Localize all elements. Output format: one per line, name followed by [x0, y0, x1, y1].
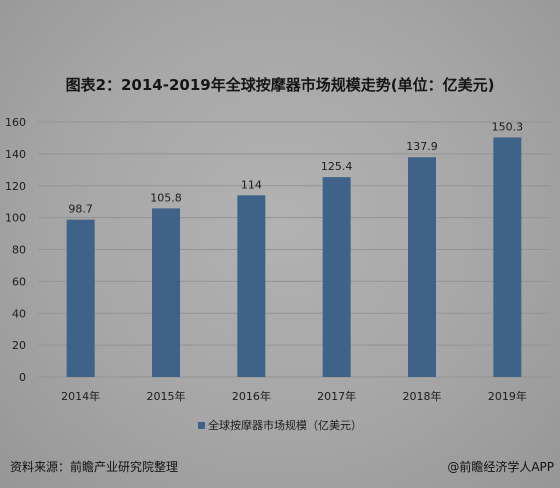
y-tick-label: 40 — [12, 307, 26, 320]
data-label: 137.9 — [406, 140, 438, 153]
x-tick-label: 2017年 — [317, 389, 356, 403]
y-tick-label: 80 — [12, 244, 26, 257]
bar — [322, 177, 351, 377]
data-label: 98.7 — [68, 203, 93, 216]
x-tick-label: 2019年 — [488, 389, 527, 403]
x-tick-label: 2016年 — [232, 389, 271, 403]
bar — [152, 208, 180, 377]
x-tick-label: 2018年 — [403, 389, 442, 403]
y-tick-label: 160 — [5, 116, 26, 129]
y-tick-label: 60 — [12, 275, 26, 288]
x-tick-label: 2015年 — [147, 389, 186, 403]
data-label: 114 — [241, 178, 262, 191]
y-tick-label: 120 — [5, 180, 26, 193]
credit-note: @前瞻经济学人APP — [447, 460, 554, 474]
y-tick-label: 20 — [12, 339, 26, 352]
bars — [66, 137, 522, 377]
legend-label: 全球按摩器市场规模（亿美元） — [208, 419, 362, 432]
bar — [408, 157, 436, 377]
legend: 全球按摩器市场规模（亿美元） — [0, 417, 560, 433]
x-tick-label: 2014年 — [61, 389, 100, 403]
data-label: 125.4 — [321, 160, 353, 173]
y-tick-label: 100 — [5, 212, 26, 225]
gridlines — [38, 121, 550, 378]
bar — [493, 137, 522, 377]
y-axis-tick-labels: 0 20 40 60 80 100 120 140 160 — [5, 116, 26, 384]
data-labels: 98.7 105.8 114 125.4 137.9 150.3 — [68, 120, 523, 215]
y-tick-label: 0 — [19, 371, 26, 384]
bar — [237, 195, 266, 377]
y-tick-label: 140 — [5, 148, 26, 161]
data-label: 105.8 — [150, 191, 182, 204]
chart-title: 图表2：2014-2019年全球按摩器市场规模走势(单位：亿美元) — [65, 76, 495, 94]
legend-swatch — [198, 421, 205, 429]
source-note: 资料来源：前瞻产业研究院整理 — [10, 460, 179, 474]
bar — [66, 219, 95, 377]
x-axis-tick-labels: 2014年 2015年 2016年 2017年 2018年 2019年 — [61, 389, 527, 403]
data-label: 150.3 — [492, 120, 524, 133]
